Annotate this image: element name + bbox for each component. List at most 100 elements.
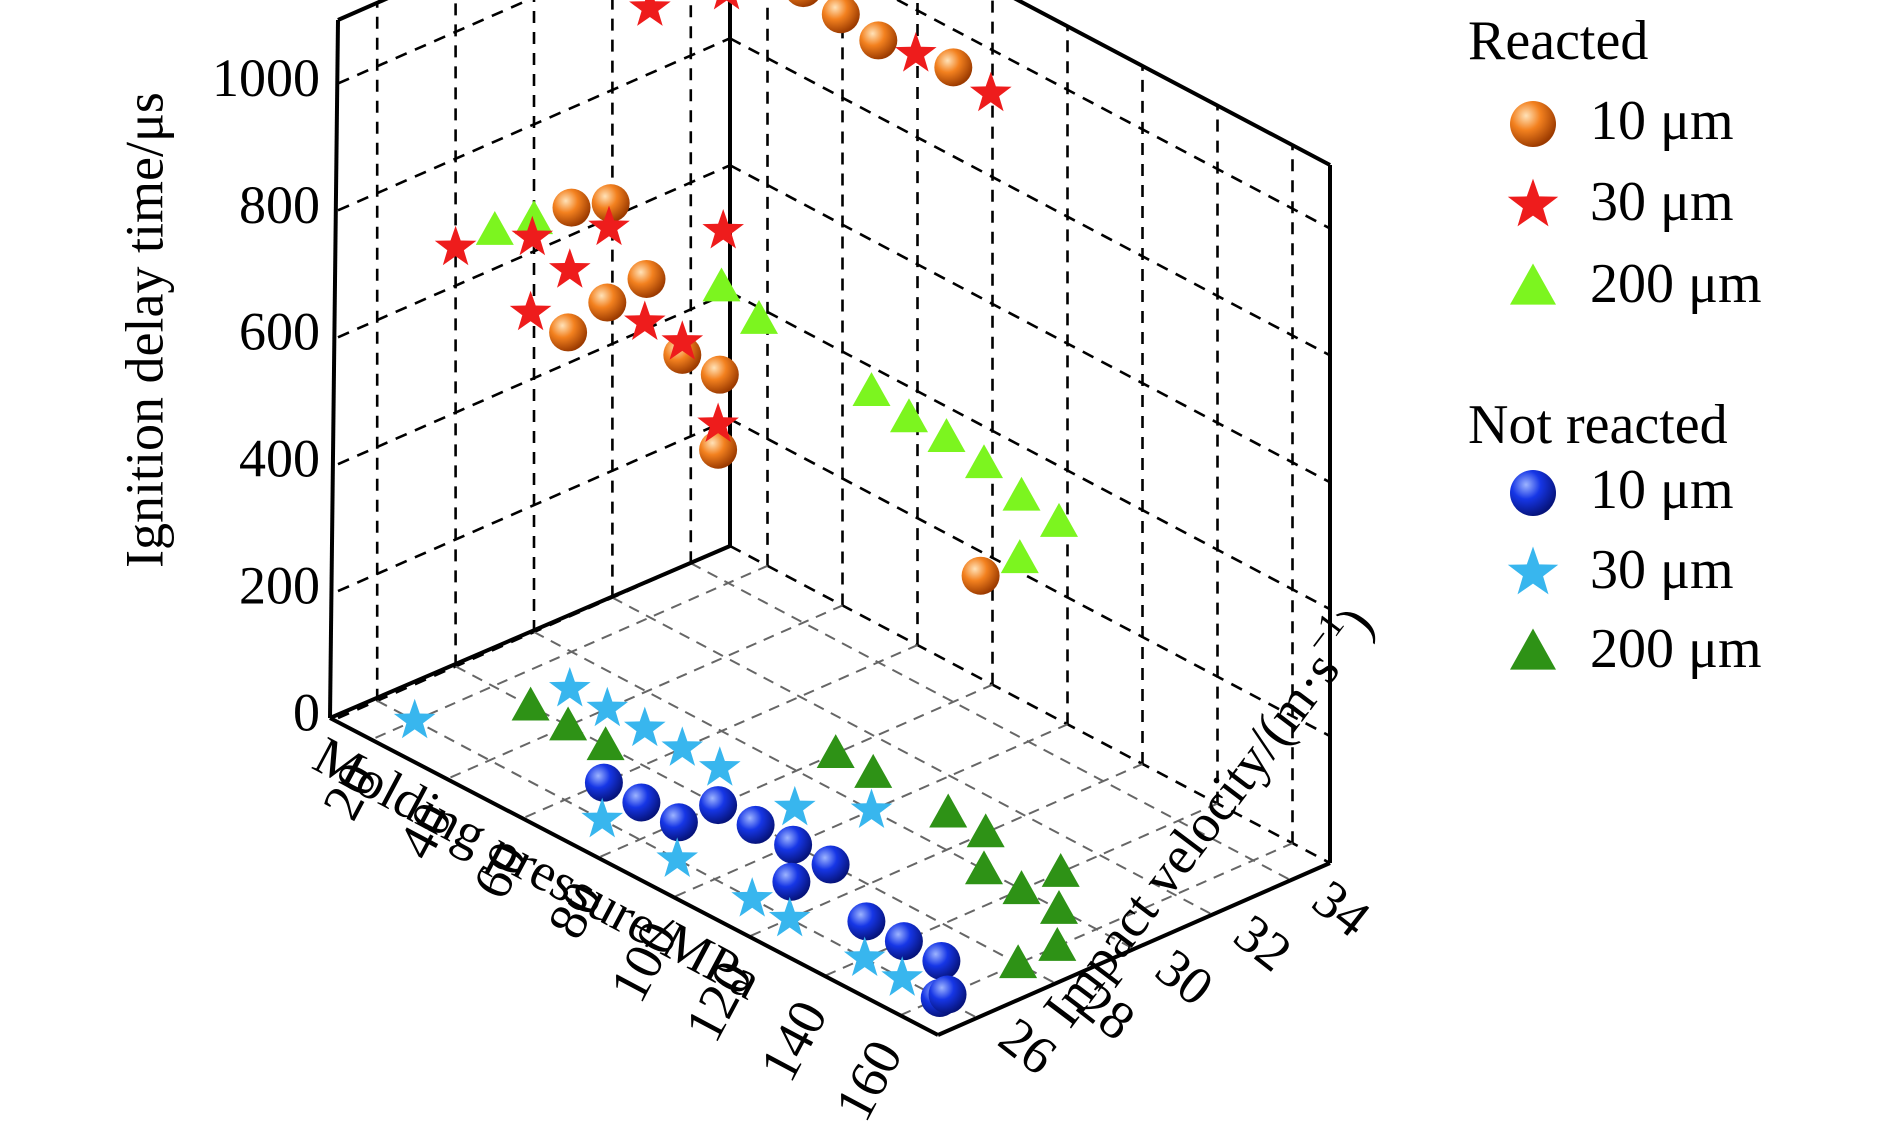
grid-line-back-z	[729, 544, 1331, 865]
data-point	[929, 793, 968, 828]
data-point	[1038, 927, 1077, 961]
data-point	[999, 944, 1038, 979]
legend-marker	[1507, 178, 1559, 227]
legend-entry-label: 30 μm	[1590, 539, 1734, 601]
data-point	[961, 556, 1000, 595]
data-point	[788, 0, 819, 8]
data-point	[850, 788, 893, 828]
data-point	[549, 706, 588, 741]
z-tick-label: 0	[293, 682, 320, 742]
data-point	[736, 805, 775, 844]
data-point	[1002, 476, 1041, 511]
data-point	[661, 320, 704, 360]
data-point	[1040, 502, 1078, 537]
data-point	[922, 941, 961, 980]
data-point	[588, 283, 627, 322]
data-point	[624, 300, 666, 340]
z-tick-label: 200	[239, 555, 320, 615]
legend-entry-label: 30 μm	[1590, 171, 1734, 233]
data-point	[511, 215, 554, 256]
data-point	[702, 209, 744, 249]
data-points	[393, 0, 1080, 1017]
x-tick-label: 140	[748, 991, 839, 1091]
legend-entry-label: 200 μm	[1590, 253, 1762, 315]
data-point	[772, 862, 811, 901]
data-point	[586, 726, 625, 761]
axis-edge	[329, 544, 731, 720]
grid-line-floor-y	[611, 596, 1213, 916]
z-tick-label: 600	[239, 302, 320, 362]
legend-marker	[1510, 101, 1556, 147]
z-tick-label: 400	[239, 429, 320, 489]
legend-entry-label: 10 μm	[1590, 459, 1734, 521]
data-point	[661, 726, 704, 766]
data-point	[586, 686, 629, 727]
data-point	[774, 785, 816, 826]
data-point	[393, 698, 436, 739]
data-point	[1000, 539, 1039, 574]
data-point	[700, 355, 739, 394]
grid-line-back-z	[729, 37, 1331, 357]
legend-marker	[1510, 263, 1556, 305]
x-axis-title: Molding pressure/MPa	[304, 725, 771, 1011]
data-point	[970, 71, 1012, 112]
data-point	[927, 418, 966, 453]
axis-edge	[937, 861, 1331, 1037]
grid-line-back-z	[729, 291, 1331, 611]
data-point	[816, 734, 855, 769]
data-point	[740, 300, 778, 334]
data-point	[895, 32, 937, 72]
axis-edge	[1013, 0, 1331, 167]
data-point	[584, 763, 623, 802]
data-point	[890, 398, 928, 433]
data-point	[768, 896, 811, 937]
z-tick-label: 800	[239, 175, 320, 235]
data-point	[629, 0, 671, 26]
z-tick-label: 1000	[212, 48, 320, 108]
data-point	[656, 837, 698, 877]
data-point	[1041, 852, 1080, 887]
grid-line-left-z	[337, 0, 532, 85]
data-point	[965, 850, 1003, 885]
grid-line-floor-x	[450, 604, 843, 779]
data-point	[713, 0, 740, 10]
data-point	[627, 259, 666, 298]
data-point	[697, 402, 739, 442]
data-point	[966, 813, 1005, 848]
data-point	[588, 205, 630, 246]
data-point	[434, 225, 477, 266]
data-point	[811, 845, 850, 884]
legend-marker	[1510, 628, 1556, 670]
legend-entry-label: 200 μm	[1590, 618, 1762, 680]
grid-line-floor-x	[600, 683, 993, 858]
axis-edge	[328, 19, 340, 719]
data-point	[624, 706, 666, 747]
data-point	[1002, 870, 1041, 905]
legend-group-title: Not reacted	[1468, 394, 1728, 456]
grid-line-back-z	[729, 164, 1331, 484]
grid-line-back-z	[729, 417, 1331, 738]
grid-line-back-z	[894, 0, 1331, 230]
z-axis-title: Ignition delay time/μs	[114, 92, 174, 568]
data-point	[731, 877, 773, 917]
axes-frame	[328, 0, 1332, 1037]
data-point	[699, 430, 738, 469]
data-point	[965, 444, 1003, 479]
data-point	[881, 956, 923, 996]
y-tick-label: 30	[1145, 937, 1224, 1018]
legend-marker	[1507, 546, 1559, 595]
data-point	[821, 0, 860, 34]
data-point	[663, 335, 702, 374]
data-point	[934, 48, 973, 87]
data-point	[552, 188, 591, 227]
data-point	[549, 667, 591, 707]
data-point	[884, 922, 923, 961]
data-point	[475, 211, 514, 245]
data-point	[622, 783, 661, 822]
axis-edge	[329, 716, 939, 1037]
data-point	[702, 267, 741, 302]
data-point	[852, 372, 891, 407]
